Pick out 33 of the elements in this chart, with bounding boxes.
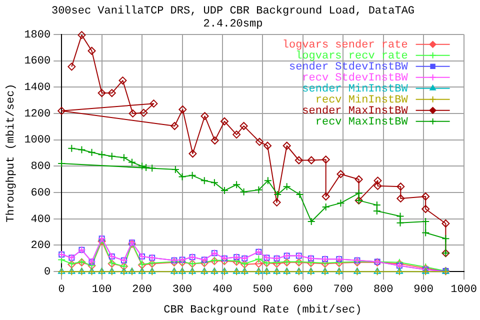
y-tick-label: 1600: [24, 56, 51, 68]
y-tick-label: 400: [30, 214, 51, 226]
legend-label: sender StdevInstBW: [288, 61, 408, 74]
y-tick-label: 800: [30, 161, 51, 174]
y-axis-title: Throughput (mbit/sec): [6, 84, 18, 222]
y-tick-label: 0: [44, 266, 51, 279]
y-tick-label: 1000: [24, 134, 51, 147]
y-tick-label: 1400: [24, 82, 51, 94]
x-tick-label: 800: [373, 284, 394, 296]
legend-label: logvars sender rate: [282, 39, 408, 52]
x-tick-label: 200: [132, 284, 152, 296]
x-tick-label: 900: [414, 284, 434, 296]
legend-label: sender MaxInstBW: [302, 105, 408, 118]
x-tick-label: 1000: [450, 284, 477, 296]
y-tick-label: 200: [30, 240, 51, 252]
y-tick-label: 1200: [24, 108, 51, 120]
y-tick-label: 600: [30, 187, 51, 200]
legend-label: recv MaxInstBW: [315, 116, 408, 128]
x-axis-title: CBR Background Rate (mbit/sec): [164, 304, 362, 316]
x-tick-label: 0: [58, 284, 65, 296]
legend-label: recv StdevInstBW: [302, 72, 408, 84]
legend-label: recv MinInstBW: [315, 94, 408, 106]
x-tick-label: 500: [252, 284, 273, 296]
x-tick-label: 600: [293, 284, 313, 296]
x-tick-label: 100: [92, 284, 112, 296]
chart-title: 300sec VanillaTCP DRS, UDP CBR Background Load, DataTAG: [51, 6, 415, 18]
legend-label: sender MinInstBW: [302, 83, 408, 96]
x-tick-label: 400: [212, 284, 232, 296]
chart-subtitle: 2.4.20smp: [203, 18, 263, 31]
x-tick-label: 700: [333, 284, 354, 296]
y-tick-label: 1800: [24, 29, 51, 42]
legend-label: logvars recv rate: [296, 50, 408, 62]
x-tick-label: 300: [172, 284, 192, 296]
